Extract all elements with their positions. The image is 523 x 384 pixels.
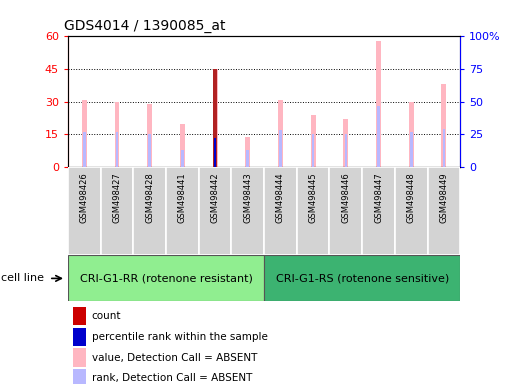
Bar xyxy=(362,167,395,255)
Bar xyxy=(180,124,185,167)
Bar xyxy=(73,349,86,367)
Text: GSM498449: GSM498449 xyxy=(439,172,448,223)
Bar xyxy=(83,132,86,167)
Bar xyxy=(428,167,460,255)
Text: GSM498447: GSM498447 xyxy=(374,172,383,223)
Bar xyxy=(100,167,133,255)
Bar xyxy=(245,137,250,167)
Text: rank, Detection Call = ABSENT: rank, Detection Call = ABSENT xyxy=(92,373,252,383)
Bar xyxy=(231,167,264,255)
Bar xyxy=(345,134,347,167)
Bar xyxy=(166,167,199,255)
Text: GSM498427: GSM498427 xyxy=(112,172,121,223)
Bar xyxy=(116,132,118,167)
Text: GSM498442: GSM498442 xyxy=(211,172,220,223)
Bar xyxy=(278,99,283,167)
Text: GSM498448: GSM498448 xyxy=(407,172,416,223)
Text: percentile rank within the sample: percentile rank within the sample xyxy=(92,332,267,342)
Bar xyxy=(312,134,314,167)
Text: GSM498443: GSM498443 xyxy=(243,172,252,223)
Bar xyxy=(214,138,217,167)
Text: GSM498444: GSM498444 xyxy=(276,172,285,223)
Bar xyxy=(68,255,264,301)
Bar xyxy=(264,255,460,301)
Text: GDS4014 / 1390085_at: GDS4014 / 1390085_at xyxy=(64,19,225,33)
Bar xyxy=(115,102,119,167)
Bar xyxy=(395,167,428,255)
Text: cell line: cell line xyxy=(2,273,44,283)
Text: count: count xyxy=(92,311,121,321)
Bar xyxy=(409,102,414,167)
Bar xyxy=(376,41,381,167)
Bar xyxy=(68,167,100,255)
Bar xyxy=(329,167,362,255)
Bar xyxy=(410,132,413,167)
Bar xyxy=(279,131,282,167)
Bar xyxy=(377,106,380,167)
Bar xyxy=(214,138,217,167)
Bar xyxy=(264,167,297,255)
Bar xyxy=(213,69,218,167)
Text: GSM498445: GSM498445 xyxy=(309,172,317,223)
Text: GSM498441: GSM498441 xyxy=(178,172,187,223)
Bar xyxy=(442,129,445,167)
Text: GSM498426: GSM498426 xyxy=(80,172,89,223)
Bar xyxy=(441,84,446,167)
Bar xyxy=(133,167,166,255)
Bar xyxy=(181,150,184,167)
Bar xyxy=(297,167,329,255)
Bar xyxy=(344,119,348,167)
Bar xyxy=(147,104,152,167)
Text: CRI-G1-RR (rotenone resistant): CRI-G1-RR (rotenone resistant) xyxy=(79,273,253,283)
Bar xyxy=(73,307,86,325)
Bar xyxy=(149,134,151,167)
Text: GSM498428: GSM498428 xyxy=(145,172,154,223)
Bar xyxy=(73,369,86,384)
Bar xyxy=(73,328,86,346)
Bar xyxy=(246,150,249,167)
Bar xyxy=(199,167,231,255)
Bar xyxy=(311,115,315,167)
Text: GSM498446: GSM498446 xyxy=(342,172,350,223)
Bar xyxy=(82,99,87,167)
Bar xyxy=(213,69,217,167)
Text: CRI-G1-RS (rotenone sensitive): CRI-G1-RS (rotenone sensitive) xyxy=(276,273,449,283)
Text: value, Detection Call = ABSENT: value, Detection Call = ABSENT xyxy=(92,353,257,362)
